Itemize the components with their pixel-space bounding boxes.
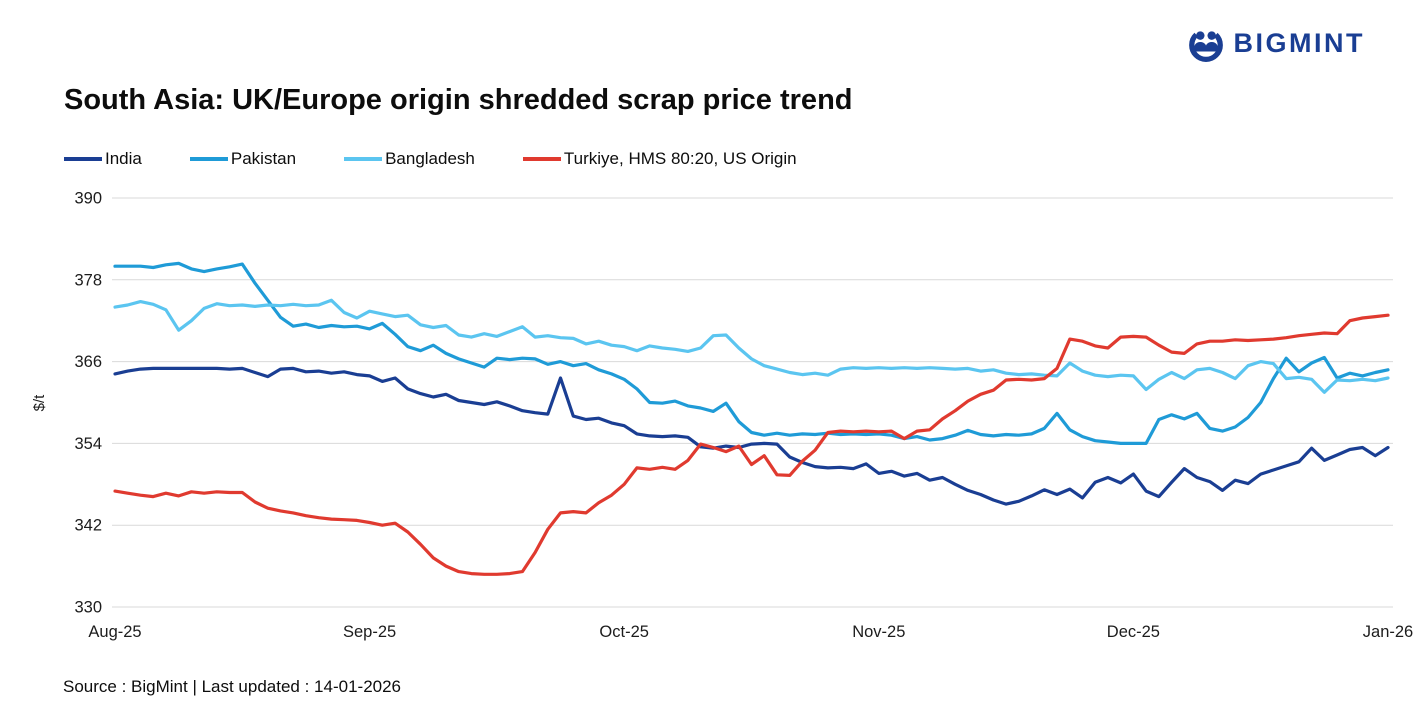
legend-label-bangladesh: Bangladesh <box>385 149 475 168</box>
series-line-turkiye <box>113 313 1390 576</box>
legend-swatch-turkiye <box>522 157 561 161</box>
y-tick-366: 366 <box>74 353 102 371</box>
x-tick-Nov-25: Nov-25 <box>852 623 905 641</box>
source-note: Source : BigMint | Last updated : 14-01-… <box>63 677 402 696</box>
bigmint-logo-text: BIGMINT <box>1233 27 1365 58</box>
legend-swatch-india <box>64 157 102 161</box>
x-tick-Oct-25: Oct-25 <box>599 623 649 641</box>
legend-item-bangladesh: Bangladesh <box>344 149 475 169</box>
x-tick-Dec-25: Dec-25 <box>1107 623 1160 641</box>
bigmint-logo-icon <box>1188 28 1223 62</box>
y-axis-label: $/t <box>31 394 48 412</box>
series-line-bangladesh <box>113 298 1390 394</box>
x-tick-Sep-25: Sep-25 <box>343 623 396 641</box>
y-tick-354: 354 <box>74 435 102 453</box>
legend-item-pakistan: Pakistan <box>189 149 297 169</box>
y-tick-390: 390 <box>74 190 102 208</box>
chart-legend: India Pakistan Bangladesh Turkiye, HMS 8… <box>64 149 797 169</box>
series-line-pakistan <box>113 261 1390 445</box>
bigmint-logo: BIGMINT <box>1187 24 1366 62</box>
legend-swatch-bangladesh <box>344 157 383 161</box>
line-chart: 390 378 366 354 342 330 Aug-25 Sep-25 Oct-25 Nov-… <box>30 185 1417 655</box>
legend-item-india: India <box>64 149 142 169</box>
y-tick-378: 378 <box>74 271 102 289</box>
x-tick-Aug-25: Aug-25 <box>88 623 141 641</box>
legend-item-turkiye: Turkiye, HMS 80:20, US Origin <box>522 149 797 169</box>
legend-label-pakistan: Pakistan <box>230 149 297 168</box>
x-tick-Jan-26: Jan-26 <box>1363 623 1413 641</box>
series-line-india <box>113 366 1390 506</box>
y-tick-330: 330 <box>74 599 102 617</box>
page-title: South Asia: UK/Europe origin shredded sc… <box>64 84 853 116</box>
legend-label-india: India <box>105 149 142 168</box>
y-tick-342: 342 <box>74 517 102 535</box>
legend-swatch-pakistan <box>189 157 228 161</box>
legend-label-turkiye: Turkiye, HMS 80:20, US Origin <box>563 149 797 168</box>
line-chart-canvas: 390 378 366 354 342 330 Aug-25 Sep-25 Oct-25 Nov-… <box>31 190 1413 642</box>
